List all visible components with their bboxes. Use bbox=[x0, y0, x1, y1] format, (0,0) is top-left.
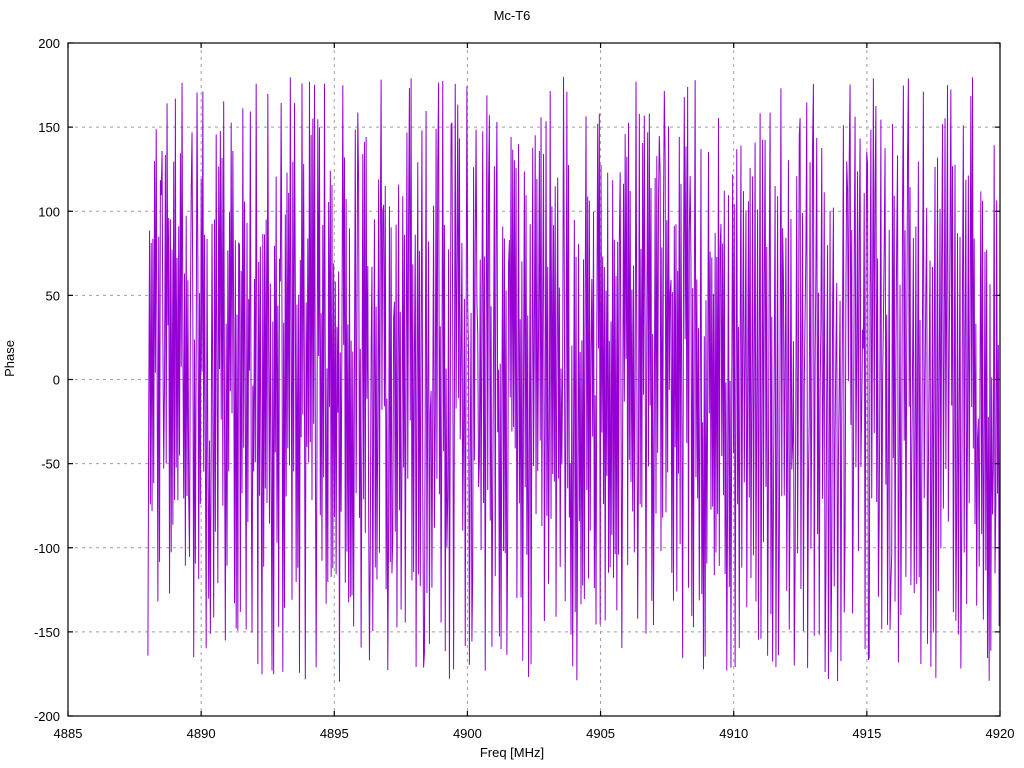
y-tick-label: 100 bbox=[38, 204, 60, 219]
x-tick-labels: 4885 4890 4895 4900 4905 4910 4915 4920 bbox=[54, 726, 1015, 741]
y-tick-label: -50 bbox=[41, 457, 60, 472]
chart-title: Mc-T6 bbox=[493, 8, 531, 23]
y-tick-label: -150 bbox=[34, 625, 60, 640]
y-tick-label: -200 bbox=[34, 709, 60, 724]
x-tick-label: 4915 bbox=[852, 726, 881, 741]
y-tick-label: 0 bbox=[53, 373, 60, 388]
x-tick-label: 4910 bbox=[719, 726, 748, 741]
y-tick-labels: -200 -150 -100 -50 0 50 100 150 200 bbox=[34, 36, 60, 724]
x-axis-label: Freq [MHz] bbox=[479, 745, 545, 760]
x-tick-label: 4885 bbox=[54, 726, 83, 741]
y-tick-label: 50 bbox=[46, 288, 60, 303]
x-tick-label: 4905 bbox=[586, 726, 615, 741]
x-tick-label: 4895 bbox=[320, 726, 349, 741]
y-tick-label: -100 bbox=[34, 541, 60, 556]
y-tick-label: 200 bbox=[38, 36, 60, 51]
x-tick-label: 4900 bbox=[453, 726, 482, 741]
data-series-group bbox=[147, 77, 1001, 682]
y-tick-label: 150 bbox=[38, 120, 60, 135]
axis-ticks bbox=[67, 42, 1001, 717]
x-tick-label: 4920 bbox=[986, 726, 1015, 741]
x-tick-label: 4890 bbox=[187, 726, 216, 741]
